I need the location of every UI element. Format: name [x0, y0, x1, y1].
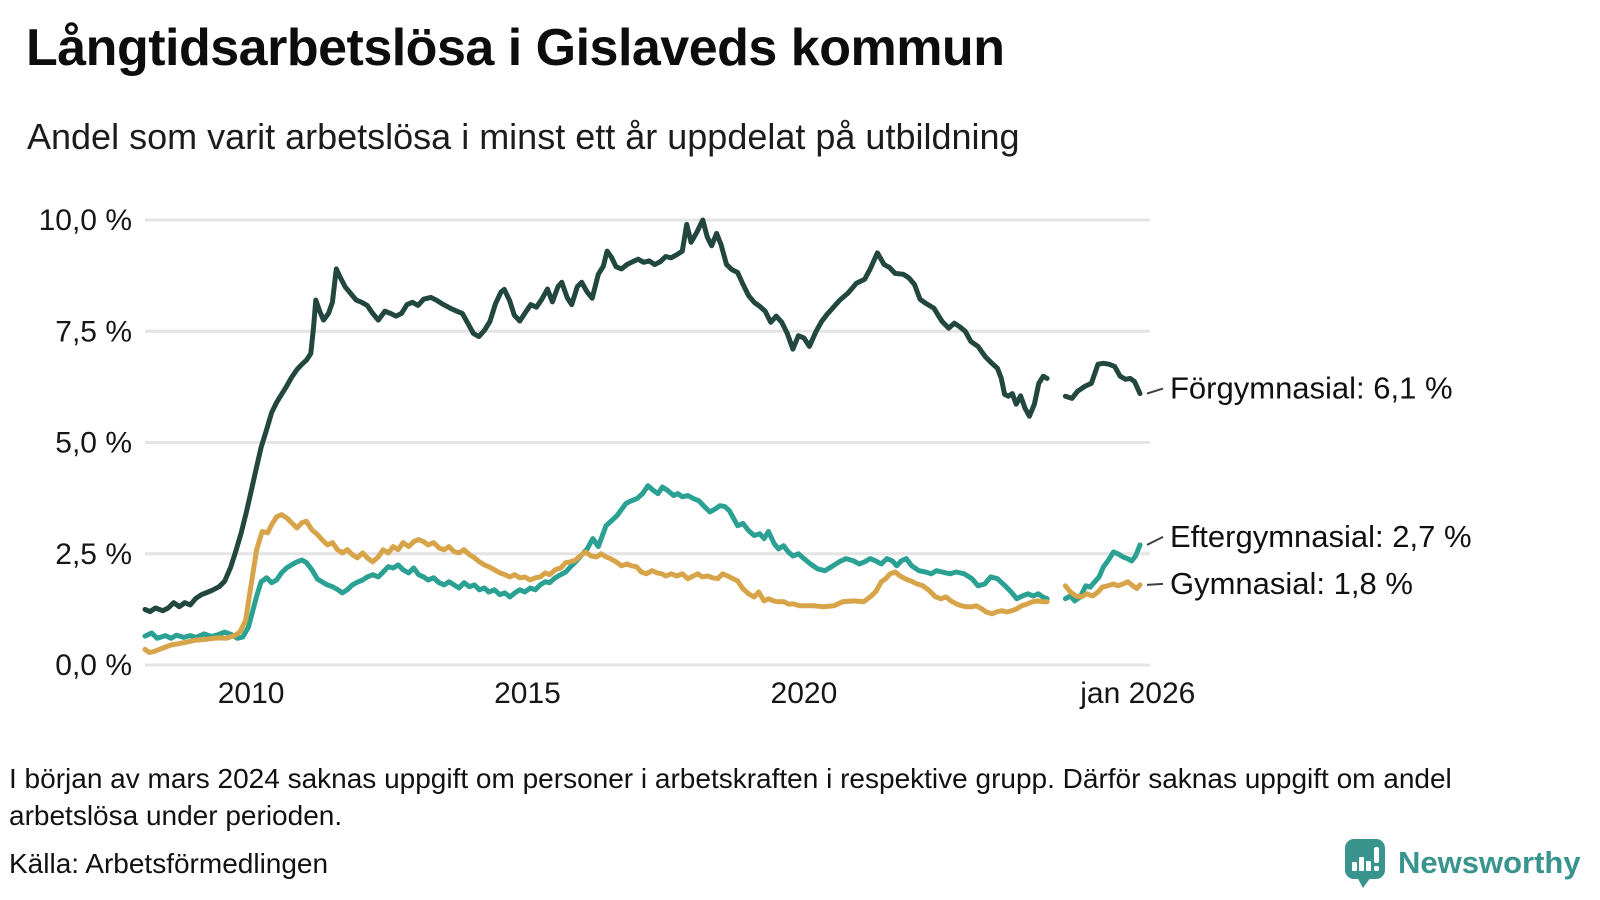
label-connector — [1146, 535, 1164, 546]
line-förgymnasial — [142, 217, 1050, 615]
y-tick-label: 10,0 % — [39, 204, 132, 237]
series-end-labels: Förgymnasial: 6,1 % Eftergymnasial: 2,7 %… — [1146, 371, 1472, 601]
source-text: Källa: Arbetsförmedlingen — [9, 848, 329, 879]
page-title: Långtidsarbetslösa i Gislaveds kommun — [26, 19, 1005, 77]
y-tick-label: 7,5 % — [55, 315, 132, 348]
unemployment-line-chart: 0,0 % 2,5 % 5,0 % 7,5 % 10,0 % 2010 2015 2020 ja… — [39, 204, 1472, 710]
line-gymnasial — [142, 512, 1050, 655]
series-label-eftergymnasial: Eftergymnasial: 2,7 % — [1170, 519, 1472, 554]
x-tick-label: jan 2026 — [1079, 677, 1195, 710]
footnote-text: I början av mars 2024 saknas uppgift om … — [9, 763, 1452, 831]
series-lines — [142, 217, 1143, 655]
x-tick-label: 2015 — [494, 677, 561, 710]
x-tick-label: 2010 — [218, 677, 285, 710]
y-tick-label: 0,0 % — [55, 649, 132, 682]
axis-tick-labels: 0,0 % 2,5 % 5,0 % 7,5 % 10,0 % 2010 2015 2020 ja… — [39, 204, 1196, 710]
series-label-gymnasial: Gymnasial: 1,8 % — [1170, 566, 1413, 601]
newsworthy-logo-icon — [1345, 839, 1385, 888]
x-tick-label: 2020 — [771, 677, 838, 710]
label-connector — [1146, 387, 1164, 395]
line-förgymnasial — [1062, 360, 1143, 401]
line-gymnasial — [1062, 579, 1143, 600]
y-tick-label: 2,5 % — [55, 538, 132, 571]
page-subtitle: Andel som varit arbetslösa i minst ett å… — [27, 116, 1020, 157]
gridlines — [145, 218, 1150, 667]
series-label-förgymnasial: Förgymnasial: 6,1 % — [1170, 371, 1453, 406]
newsworthy-logo: Newsworthy — [1344, 838, 1581, 888]
newsworthy-logo-text: Newsworthy — [1398, 845, 1581, 880]
label-connector — [1146, 582, 1164, 586]
y-tick-label: 5,0 % — [55, 427, 132, 460]
line-eftergymnasial — [142, 483, 1050, 641]
